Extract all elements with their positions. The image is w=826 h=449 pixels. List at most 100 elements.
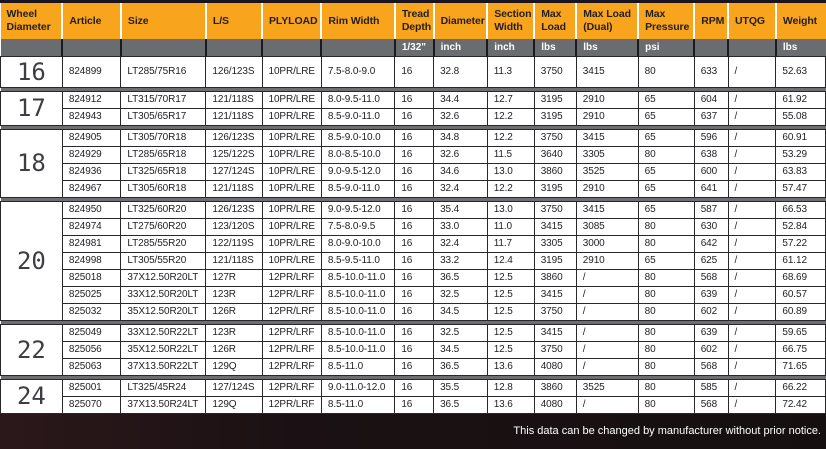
header-cell: UTQG xyxy=(727,3,776,39)
table-cell: 587 xyxy=(693,200,729,219)
table-cell: 61.12 xyxy=(775,251,826,270)
table-cell: 32.6 xyxy=(433,145,488,164)
table-cell: 129Q xyxy=(205,357,263,376)
table-cell: 824998 xyxy=(61,251,122,270)
table-cell: LT315/70R17 xyxy=(120,90,207,109)
unit-cell xyxy=(204,39,262,56)
table-cell: 9.0-11.0-12.0 xyxy=(320,378,396,397)
header-cell: L/S xyxy=(204,3,262,39)
table-cell: 126/123S xyxy=(205,55,263,88)
table-cell: / xyxy=(727,340,777,359)
table-cell: 60.91 xyxy=(775,128,826,147)
table-cell: 8.5-9.5-11.0 xyxy=(320,251,396,270)
unit-cell xyxy=(320,39,395,56)
table-cell: 600 xyxy=(693,162,729,181)
table-cell: 16 xyxy=(394,145,435,164)
header-cell: Diameter xyxy=(432,3,488,39)
table-cell: 3415 xyxy=(533,217,577,236)
table-cell: 55.08 xyxy=(775,107,826,126)
unit-cell xyxy=(727,39,776,56)
table-cell: 825049 xyxy=(61,323,122,342)
table-cell: 66.53 xyxy=(775,200,826,219)
unit-cell: 1/32" xyxy=(393,39,434,56)
group-separator-bar xyxy=(0,320,826,324)
table-cell: 3860 xyxy=(533,268,577,287)
table-cell: 3415 xyxy=(575,55,639,88)
table-cell: 65 xyxy=(637,200,695,219)
table-cell: 63.83 xyxy=(775,162,826,181)
table-cell: 2910 xyxy=(575,107,639,126)
table-cell: 824912 xyxy=(61,90,122,109)
header-cell: Tread Depth xyxy=(393,3,434,39)
table-cell: 36.5 xyxy=(433,357,488,376)
table-cell: 12.2 xyxy=(486,179,535,198)
table-cell: / xyxy=(727,285,777,304)
unit-cell: lbs xyxy=(533,39,577,56)
table-cell: 34.8 xyxy=(433,128,488,147)
table-cell: 8.5-9.0-11.0 xyxy=(320,107,396,126)
table-cell: 16 xyxy=(394,251,435,270)
table-cell: LT285/75R16 xyxy=(120,55,207,88)
table-cell: 12PR/LRF xyxy=(261,268,322,287)
table-cell: / xyxy=(575,340,639,359)
table-cell: 13.0 xyxy=(486,200,535,219)
table-cell: 3000 xyxy=(575,234,639,253)
table-cell: 32.5 xyxy=(433,323,488,342)
table-cell: 32.4 xyxy=(433,234,488,253)
header-cell: Max Pressure xyxy=(637,3,695,39)
table-cell: 8.0-8.5-10.0 xyxy=(320,145,396,164)
table-cell: 3750 xyxy=(533,55,577,88)
table-cell: 16 xyxy=(394,378,435,397)
table-cell: 8.5-9.0-11.0 xyxy=(320,179,396,198)
unit-cell xyxy=(61,39,121,56)
table-cell: 9.0-9.5-12.0 xyxy=(320,200,396,219)
table-cell: 10PR/LRE xyxy=(261,234,322,253)
table-cell: 80 xyxy=(637,395,695,414)
table-cell: 13.0 xyxy=(486,162,535,181)
table-row: 17 824912 LT315/70R17 121/118S 10PR/LRE 8.0-9… xyxy=(0,90,826,126)
table-cell: 3195 xyxy=(533,90,577,109)
table-cell: 639 xyxy=(693,285,729,304)
table-cell: 37X13.50R22LT xyxy=(120,357,207,376)
table-cell: 10PR/LRE xyxy=(261,217,322,236)
table-cell: / xyxy=(727,357,777,376)
table-cell: 123/120S xyxy=(205,217,263,236)
table-cell: 824899 xyxy=(61,55,122,88)
table-cell: 52.63 xyxy=(775,55,826,88)
table-cell: 123R xyxy=(205,285,263,304)
table-cell: 7.5-8.0-9.5 xyxy=(320,217,396,236)
header-cell: Article xyxy=(61,3,121,39)
table-cell: 11.7 xyxy=(486,234,535,253)
table-header: Wheel Diameter Article Size L/S PLYLOAD Rim W… xyxy=(0,3,826,56)
table-cell: 16 xyxy=(394,90,435,109)
table-cell: 3415 xyxy=(533,323,577,342)
table-cell: 3750 xyxy=(533,200,577,219)
table-cell: 16 xyxy=(394,200,435,219)
table-cell: 11.0 xyxy=(486,217,535,236)
table-cell: 633 xyxy=(693,55,729,88)
table-cell: / xyxy=(727,378,777,397)
table-cell: 80 xyxy=(637,217,695,236)
table-cell: 8.5-10.0-11.0 xyxy=(320,323,396,342)
table-cell: 16 xyxy=(394,107,435,126)
wheel-diameter-cell: 22 xyxy=(0,323,63,376)
table-cell: 10PR/LRE xyxy=(261,251,322,270)
table-row: 824974 LT275/60R20 123/120S 10PR/LRE 7.5-8.0… xyxy=(1,217,826,236)
table-row: 22 825049 33X12.50R22LT 123R 12PR/LRF 8.5-10.… xyxy=(0,323,826,376)
table-cell: 35X12.50R22LT xyxy=(120,340,207,359)
table-row: 825032 35X12.50R20LT 126R 12PR/LRF 8.5-10.0-… xyxy=(1,302,826,321)
table-cell: 121/118S xyxy=(205,251,263,270)
table-cell: 825063 xyxy=(61,357,122,376)
table-cell: 32.5 xyxy=(433,285,488,304)
table-cell: LT285/55R20 xyxy=(120,234,207,253)
table-row: 18 824905 LT305/70R18 126/123S 10PR/LRE 8.5-9… xyxy=(0,128,826,198)
table-cell: 12PR/LRF xyxy=(261,302,322,321)
table-cell: 121/118S xyxy=(205,107,263,126)
table-cell: 16 xyxy=(394,357,435,376)
table-cell: 3750 xyxy=(533,128,577,147)
group-separator xyxy=(0,320,826,324)
table-cell: 10PR/LRE xyxy=(261,179,322,198)
group-separator xyxy=(0,197,826,201)
table-row: 824943 LT305/65R17 121/118S 10PR/LRE 8.5-9.0… xyxy=(1,107,826,126)
table-cell: 630 xyxy=(693,217,729,236)
